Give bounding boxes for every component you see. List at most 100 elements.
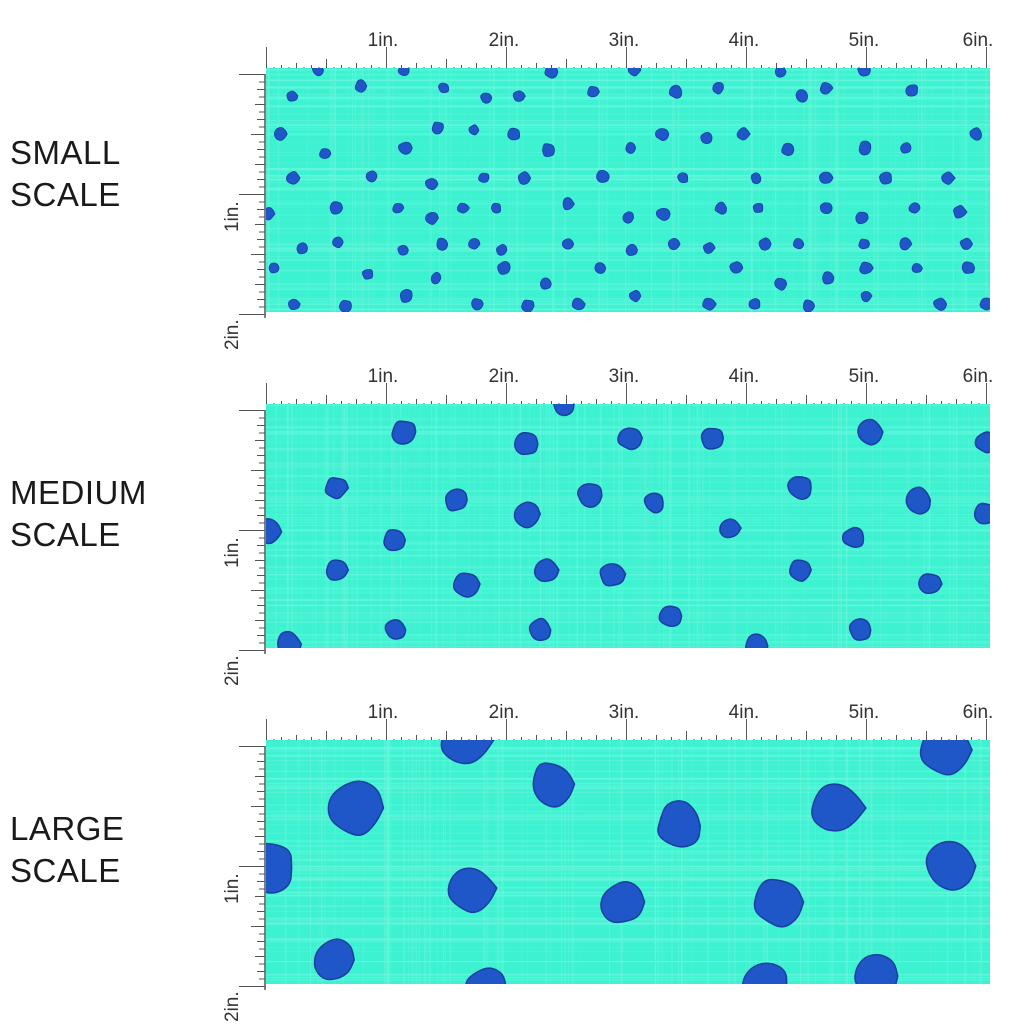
polka-dot [819, 82, 834, 95]
small-fabric-swatch [266, 68, 990, 312]
large-ruler-label-3in: 3in. [608, 702, 640, 723]
polka-dot [266, 206, 276, 221]
polka-dot [719, 518, 742, 539]
polka-dot [625, 243, 638, 256]
polka-dot [325, 559, 350, 581]
polka-dot [313, 938, 355, 981]
polka-dot [268, 262, 280, 274]
polka-dot [452, 572, 481, 598]
polka-dot [339, 299, 352, 312]
small-ruler-label-6in: 6in. [962, 30, 994, 51]
polka-dot [266, 518, 283, 545]
large-vertical-ticks [239, 746, 266, 990]
polka-dot [319, 148, 332, 159]
polka-dot [471, 298, 484, 311]
polka-dot [562, 197, 575, 211]
polka-dot [286, 90, 299, 102]
polka-dot [497, 261, 511, 275]
polka-dot [622, 211, 634, 224]
polka-dot [736, 127, 751, 141]
polka-dot [758, 237, 772, 251]
small-ruler-label-1in: 1in. [367, 30, 399, 51]
polka-dot [961, 261, 976, 274]
polka-dot [391, 420, 417, 445]
polka-dot [879, 171, 892, 185]
polka-dot [277, 630, 303, 648]
polka-dot [753, 878, 805, 928]
polka-dot [841, 526, 865, 548]
medium-ruler-label-3in: 3in. [608, 366, 640, 387]
medium-ruler-label-4in: 4in. [728, 366, 760, 387]
polka-dot [700, 131, 713, 144]
large-ruler-label-v2in: 2in. [222, 991, 243, 1022]
polka-dot [750, 172, 762, 185]
polka-dot [857, 68, 871, 77]
polka-dot [979, 297, 990, 311]
polka-dot [577, 483, 603, 508]
polka-dot [919, 740, 973, 776]
small-dot-pattern [266, 68, 990, 312]
polka-dot [324, 477, 350, 500]
polka-dot [542, 143, 555, 158]
polka-dot [430, 271, 442, 285]
polka-dot [444, 488, 468, 512]
medium-ruler-label-1in: 1in. [367, 366, 399, 387]
large-dot-pattern [266, 740, 990, 984]
polka-dot [855, 211, 869, 225]
medium-vertical-ticks [239, 410, 266, 654]
polka-dot [478, 172, 490, 183]
polka-dot [533, 558, 560, 583]
polka-dot [729, 261, 744, 274]
polka-dot [552, 404, 575, 417]
polka-dot [447, 867, 498, 914]
polka-dot [918, 573, 943, 595]
medium-horizontal-ruler: 1in. 2in. 3in. 4in. 5in. 6in. [266, 358, 993, 410]
polka-dot [668, 84, 683, 99]
polka-dot [288, 298, 301, 311]
polka-dot [399, 289, 413, 303]
polka-dot [296, 242, 308, 255]
polka-dot [571, 297, 586, 311]
polka-dot [532, 762, 576, 808]
polka-dot [384, 619, 407, 640]
polka-dot [859, 261, 874, 275]
polka-dot [774, 68, 787, 78]
polka-dot [811, 783, 867, 832]
polka-dot [655, 208, 671, 221]
polka-dot [788, 559, 813, 582]
polka-dot [465, 967, 507, 984]
polka-dot [354, 79, 368, 93]
large-ruler-label-2in: 2in. [488, 702, 520, 723]
polka-dot [425, 211, 439, 225]
polka-dot [745, 633, 769, 648]
polka-dot [860, 291, 873, 303]
polka-dot [703, 242, 716, 254]
polka-dot [625, 142, 637, 154]
polka-dot [327, 780, 385, 836]
polka-dot [899, 237, 913, 251]
polka-dot [587, 85, 600, 98]
polka-dot [431, 121, 444, 135]
polka-dot [383, 528, 407, 552]
small-vertical-ticks [239, 74, 266, 318]
polka-dot [480, 92, 493, 104]
polka-dot [362, 269, 374, 280]
polka-dot [521, 299, 535, 312]
polka-dot [858, 238, 871, 250]
polka-dot [748, 298, 761, 310]
large-ruler-label-5in: 5in. [848, 702, 880, 723]
polka-dot [974, 431, 990, 454]
polka-dot [667, 237, 681, 251]
polka-dot [905, 84, 918, 97]
polka-dot [792, 238, 805, 250]
polka-dot [507, 127, 520, 141]
polka-dot [702, 297, 717, 311]
polka-dot [900, 142, 912, 154]
polka-dot [655, 128, 670, 141]
small-scale-panel: 1in. 2in. 3in. 4in. 5in. 6in. 1in. 2in. [222, 22, 1002, 350]
medium-ruler-label-v1in: 1in. [222, 537, 243, 568]
polka-dot [857, 418, 884, 446]
polka-dot [933, 297, 948, 311]
polka-dot [941, 171, 956, 185]
large-scale-panel: 1in. 2in. 3in. 4in. 5in. 6in. 1in. 2in. [222, 694, 1002, 1022]
